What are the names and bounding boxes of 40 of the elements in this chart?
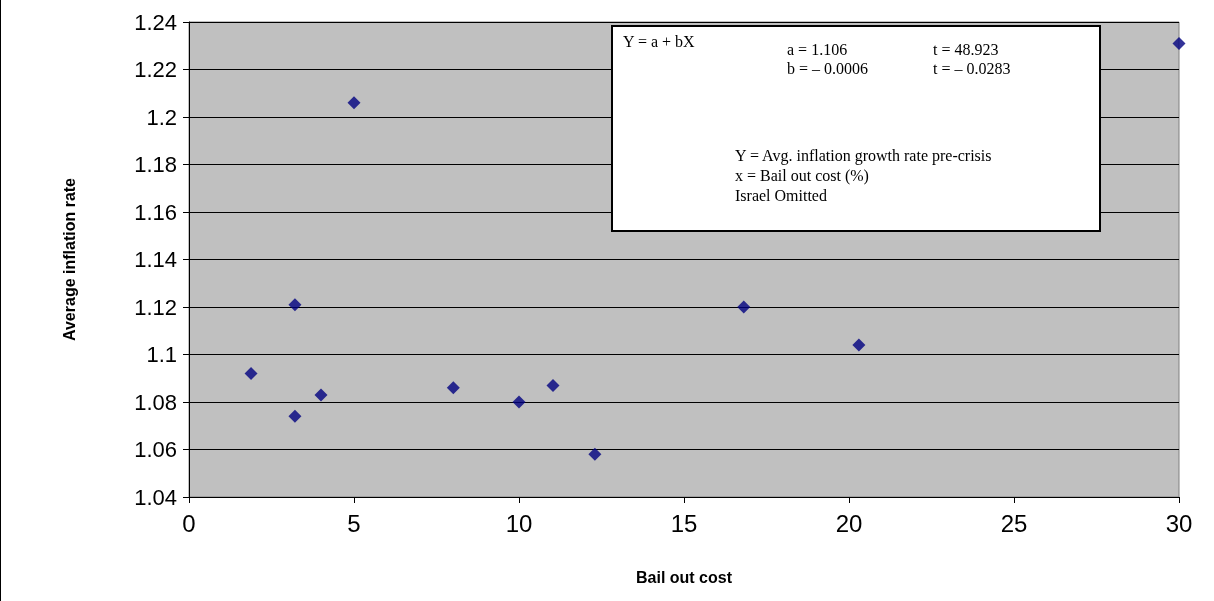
annotation: Y = a + bX	[623, 33, 695, 51]
annotation: a = 1.106	[787, 41, 848, 59]
point	[446, 381, 460, 395]
y-tick-label: 1.04	[134, 484, 177, 510]
annotation: b = – 0.0006	[787, 60, 869, 78]
y-tick-label: 1.1	[146, 342, 177, 367]
annotation: Y = Avg. inflation growth rate pre-crisis	[735, 147, 992, 165]
point	[288, 409, 302, 423]
point	[1172, 36, 1186, 50]
x-tick-label: 10	[505, 509, 533, 537]
point	[852, 338, 866, 352]
y-tick-label: 1.22	[134, 57, 177, 82]
x-tick-label: 20	[835, 509, 863, 537]
x-axis-title: Bail out cost	[635, 568, 733, 586]
y-tick-label: 1.2	[146, 104, 177, 130]
y-axis-title: Average inflation rate	[60, 177, 78, 342]
point	[314, 388, 328, 402]
point	[244, 367, 258, 380]
point	[288, 298, 302, 312]
y-tick-label: 1.06	[134, 437, 177, 462]
y-tick-label: 1.08	[134, 389, 177, 415]
y-tick-label: 1.12	[134, 294, 177, 320]
x-tick-label: 15	[670, 509, 698, 537]
point	[347, 96, 361, 110]
point	[546, 378, 560, 392]
annotation: Israel Omitted	[735, 187, 827, 205]
y-tick-label: 1.14	[134, 247, 177, 272]
x-tick-label: 25	[1000, 509, 1028, 537]
y-tick-label: 1.18	[134, 152, 177, 177]
y-tick-label: 1.24	[134, 9, 177, 35]
x-tick-label: 0	[182, 509, 196, 537]
annotation: t = – 0.0283	[933, 60, 1011, 78]
x-tick-label: 5	[347, 509, 361, 537]
point	[512, 395, 526, 409]
annotation: x = Bail out cost (%)	[735, 167, 869, 185]
point	[588, 447, 602, 461]
annotation: t = 48.923	[933, 41, 999, 59]
point	[737, 300, 751, 314]
y-tick-label: 1.16	[134, 199, 177, 225]
x-tick-label: 30	[1165, 509, 1193, 537]
